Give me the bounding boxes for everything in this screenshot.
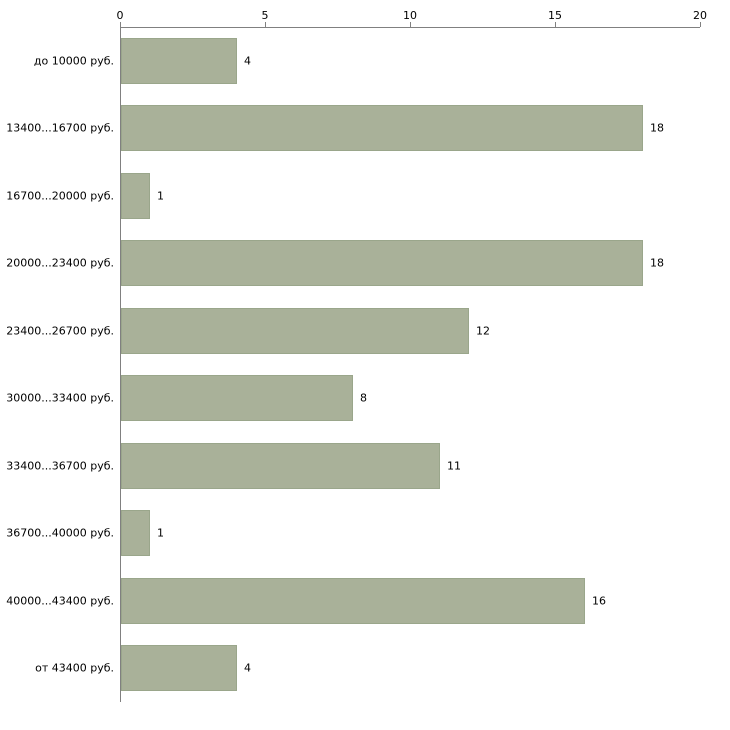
x-tick-label: 15 [548, 9, 562, 22]
category-label: 36700...40000 руб. [6, 526, 114, 540]
bar [121, 172, 150, 219]
bar [121, 510, 150, 557]
category-label: 30000...33400 руб. [6, 391, 114, 405]
value-label: 4 [244, 661, 251, 675]
category-label: 20000...23400 руб. [6, 256, 114, 270]
x-axis-tick [700, 22, 701, 27]
bar [121, 105, 643, 152]
value-label: 12 [476, 324, 490, 338]
bar [121, 577, 585, 624]
category-label: 23400...26700 руб. [6, 324, 114, 338]
plot-area [120, 27, 700, 702]
bar [121, 307, 469, 354]
bar [121, 240, 643, 287]
category-label: 13400...16700 руб. [6, 121, 114, 135]
x-tick-label: 0 [116, 9, 124, 22]
value-label: 18 [650, 256, 664, 270]
value-label: 16 [592, 594, 606, 608]
value-label: 1 [157, 526, 164, 540]
x-tick-label: 5 [261, 9, 269, 22]
x-tick-label: 20 [693, 9, 707, 22]
x-axis-tick [265, 22, 266, 27]
bar [121, 375, 353, 422]
category-label: 16700...20000 руб. [6, 189, 114, 203]
value-label: 8 [360, 391, 367, 405]
x-axis-tick [410, 22, 411, 27]
value-label: 18 [650, 121, 664, 135]
value-label: 1 [157, 189, 164, 203]
x-tick-label: 10 [403, 9, 417, 22]
category-label: до 10000 руб. [33, 54, 114, 68]
category-label: от 43400 руб. [35, 661, 114, 675]
bar [121, 37, 237, 84]
value-label: 4 [244, 54, 251, 68]
category-label: 33400...36700 руб. [6, 459, 114, 473]
bar [121, 442, 440, 489]
value-label: 11 [447, 459, 461, 473]
bar [121, 645, 237, 692]
category-label: 40000...43400 руб. [6, 594, 114, 608]
x-axis-tick [120, 22, 121, 27]
x-axis-tick [555, 22, 556, 27]
